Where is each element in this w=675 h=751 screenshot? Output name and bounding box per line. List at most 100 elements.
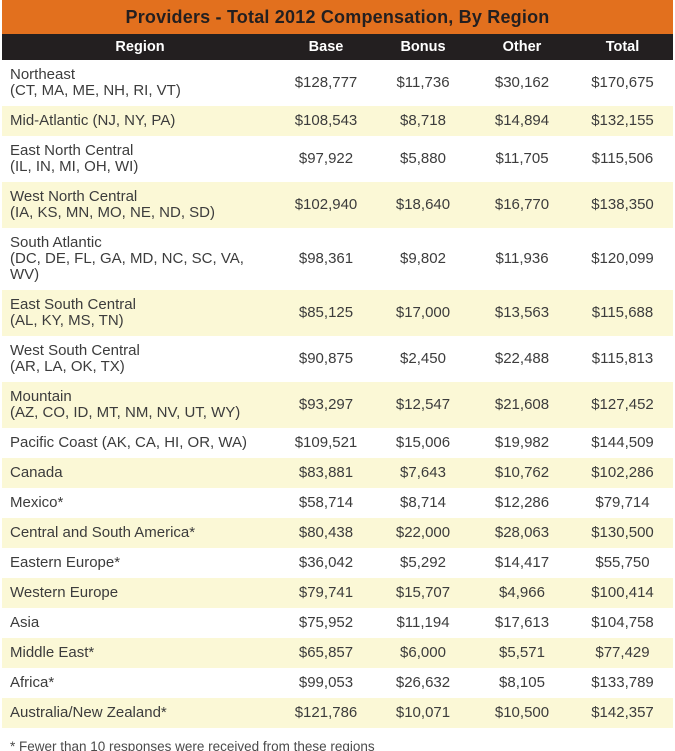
compensation-table: Region Base Bonus Other Total Northeast … [2, 34, 673, 728]
total-cell: $138,350 [591, 196, 654, 213]
base-cell: $85,125 [298, 304, 354, 321]
region-name: Mexico* [10, 494, 64, 511]
region-cell: Asia [2, 608, 278, 638]
region-name: Canada [10, 464, 63, 481]
region-cell: Africa* [2, 668, 278, 698]
total-cell: $142,357 [591, 704, 654, 721]
total-cell: $104,758 [591, 614, 654, 631]
region-name: Mountain [10, 388, 72, 405]
table-row: Mexico* $58,714 $8,714 $12,286 $79,714 [2, 488, 673, 518]
bonus-cell: $26,632 [395, 674, 451, 691]
region-cell: South Atlantic (DC, DE, FL, GA, MD, NC, … [2, 228, 278, 290]
base-cell: $58,714 [298, 494, 354, 511]
bonus-cell: $9,802 [400, 250, 446, 267]
other-cell: $10,500 [494, 704, 550, 721]
table-row: Northeast (CT, MA, ME, NH, RI, VT) $128,… [2, 60, 673, 106]
region-states: (AZ, CO, ID, MT, NM, NV, UT, WY) [10, 404, 241, 421]
base-cell: $121,786 [294, 704, 358, 721]
base-cell: $80,438 [298, 524, 354, 541]
base-cell: $90,875 [298, 350, 354, 367]
table-row: Mountain (AZ, CO, ID, MT, NM, NV, UT, WY… [2, 382, 673, 428]
table-row: Middle East* $65,857 $6,000 $5,571 $77,4… [2, 638, 673, 668]
region-name: Northeast [10, 66, 76, 83]
total-cell: $115,688 [591, 304, 654, 321]
table-row: Western Europe $79,741 $15,707 $4,966 $1… [2, 578, 673, 608]
region-name: Western Europe [10, 584, 119, 601]
bonus-cell: $2,450 [400, 350, 446, 367]
table-row: West South Central (AR, LA, OK, TX) $90,… [2, 336, 673, 382]
bonus-cell: $8,714 [400, 494, 446, 511]
region-states: (CT, MA, ME, NH, RI, VT) [10, 82, 181, 99]
region-cell: Western Europe [2, 578, 278, 608]
region-name: Africa* [10, 674, 55, 691]
region-name: Pacific Coast (AK, CA, HI, OR, WA) [10, 434, 247, 451]
base-cell: $108,543 [294, 112, 358, 129]
base-cell: $97,922 [298, 150, 354, 167]
base-cell: $102,940 [294, 196, 358, 213]
base-cell: $36,042 [298, 554, 354, 571]
other-cell: $10,762 [494, 464, 550, 481]
bonus-cell: $11,194 [396, 614, 450, 631]
column-header-other: Other [472, 34, 572, 60]
region-cell: Canada [2, 458, 278, 488]
table-row: West North Central (IA, KS, MN, MO, NE, … [2, 182, 673, 228]
region-states: (DC, DE, FL, GA, MD, NC, SC, VA, WV) [10, 250, 244, 283]
table-row: Canada $83,881 $7,643 $10,762 $102,286 [2, 458, 673, 488]
region-cell: Eastern Europe* [2, 548, 278, 578]
total-cell: $77,429 [595, 644, 650, 661]
region-cell: Mountain (AZ, CO, ID, MT, NM, NV, UT, WY… [2, 382, 278, 428]
total-cell: $120,099 [591, 250, 654, 267]
bonus-cell: $18,640 [395, 196, 451, 213]
region-name: Australia/New Zealand* [10, 704, 167, 721]
total-cell: $170,675 [591, 74, 654, 91]
other-cell: $4,966 [499, 584, 545, 601]
base-cell: $99,053 [298, 674, 354, 691]
total-cell: $127,452 [591, 396, 654, 413]
base-cell: $83,881 [298, 464, 354, 481]
region-cell: Mid-Atlantic (NJ, NY, PA) [2, 106, 278, 136]
column-header-base: Base [278, 34, 374, 60]
other-cell: $21,608 [494, 396, 550, 413]
total-cell: $133,789 [591, 674, 654, 691]
region-states: (AL, KY, MS, TN) [10, 312, 124, 329]
other-cell: $11,936 [495, 250, 549, 267]
region-name: Central and South America* [10, 524, 196, 541]
other-cell: $22,488 [494, 350, 550, 367]
region-cell: West South Central (AR, LA, OK, TX) [2, 336, 278, 382]
total-cell: $130,500 [591, 524, 654, 541]
table-row: Mid-Atlantic (NJ, NY, PA) $108,543 $8,71… [2, 106, 673, 136]
region-cell: Northeast (CT, MA, ME, NH, RI, VT) [2, 60, 278, 106]
other-cell: $30,162 [494, 74, 550, 91]
table-row: East North Central (IL, IN, MI, OH, WI) … [2, 136, 673, 182]
bonus-cell: $6,000 [400, 644, 446, 661]
total-cell: $102,286 [591, 464, 654, 481]
region-cell: Pacific Coast (AK, CA, HI, OR, WA) [2, 428, 278, 458]
bonus-cell: $5,292 [400, 554, 446, 571]
other-cell: $28,063 [494, 524, 550, 541]
table-row: South Atlantic (DC, DE, FL, GA, MD, NC, … [2, 228, 673, 290]
other-cell: $16,770 [494, 196, 550, 213]
table-row: Asia $75,952 $11,194 $17,613 $104,758 [2, 608, 673, 638]
other-cell: $14,894 [494, 112, 550, 129]
bonus-cell: $15,006 [395, 434, 451, 451]
bonus-cell: $15,707 [395, 584, 451, 601]
total-cell: $100,414 [591, 584, 654, 601]
other-cell: $13,563 [494, 304, 550, 321]
bonus-cell: $7,643 [400, 464, 446, 481]
region-cell: West North Central (IA, KS, MN, MO, NE, … [2, 182, 278, 228]
region-cell: Mexico* [2, 488, 278, 518]
region-name: Mid-Atlantic (NJ, NY, PA) [10, 112, 176, 129]
region-states: (AR, LA, OK, TX) [10, 358, 125, 375]
base-cell: $98,361 [298, 250, 354, 267]
region-name: Asia [10, 614, 40, 631]
column-header-total: Total [572, 34, 673, 60]
table-body: Northeast (CT, MA, ME, NH, RI, VT) $128,… [2, 60, 673, 728]
other-cell: $14,417 [494, 554, 550, 571]
total-cell: $115,813 [591, 350, 654, 367]
total-cell: $79,714 [595, 494, 650, 511]
total-cell: $132,155 [591, 112, 654, 129]
region-states: (IL, IN, MI, OH, WI) [10, 158, 139, 175]
table-row: East South Central (AL, KY, MS, TN) $85,… [2, 290, 673, 336]
other-cell: $12,286 [494, 494, 550, 511]
